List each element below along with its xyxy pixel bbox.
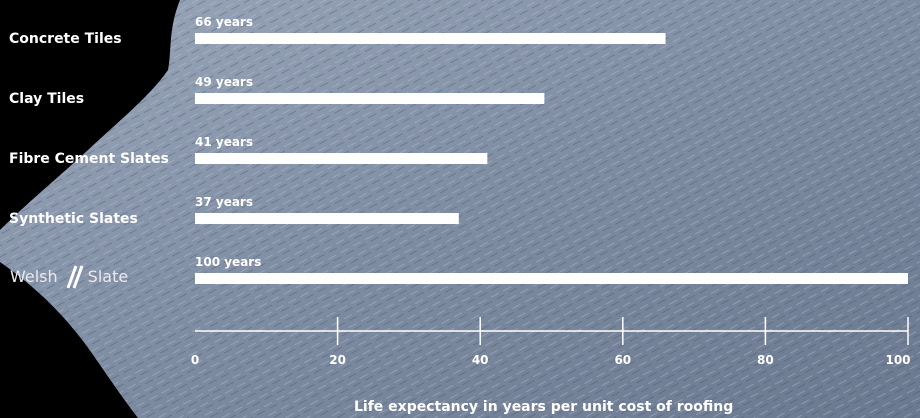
value-label: 41 years xyxy=(195,135,253,149)
welsh-slate-logo: Welsh Slate xyxy=(10,264,128,290)
x-tick-label: 100 xyxy=(885,353,911,367)
bar-3 xyxy=(195,213,459,224)
x-tick-label: 40 xyxy=(471,353,489,367)
value-label: 66 years xyxy=(195,15,253,29)
bars-layer xyxy=(195,33,908,284)
value-label: 49 years xyxy=(195,75,253,89)
x-axis xyxy=(195,317,909,345)
bar-0 xyxy=(195,33,666,44)
value-label: 37 years xyxy=(195,195,253,209)
bar-4 xyxy=(195,273,908,284)
category-label: Clay Tiles xyxy=(9,91,85,107)
x-tick-label: 60 xyxy=(614,353,632,367)
bar-2 xyxy=(195,153,488,164)
double-slash-icon xyxy=(66,265,84,289)
bar-1 xyxy=(195,93,545,104)
category-label: Concrete Tiles xyxy=(9,31,122,47)
logo-word-welsh: Welsh xyxy=(10,267,58,286)
x-tick-label: 0 xyxy=(190,353,200,367)
category-label: Synthetic Slates xyxy=(9,211,138,227)
x-tick-label: 80 xyxy=(757,353,774,367)
category-label: Fibre Cement Slates xyxy=(9,151,169,167)
value-label: 100 years xyxy=(195,255,262,269)
logo-word-slate: Slate xyxy=(87,267,129,286)
x-tick-label: 20 xyxy=(329,353,346,367)
x-axis-title: Life expectancy in years per unit cost o… xyxy=(354,399,734,415)
